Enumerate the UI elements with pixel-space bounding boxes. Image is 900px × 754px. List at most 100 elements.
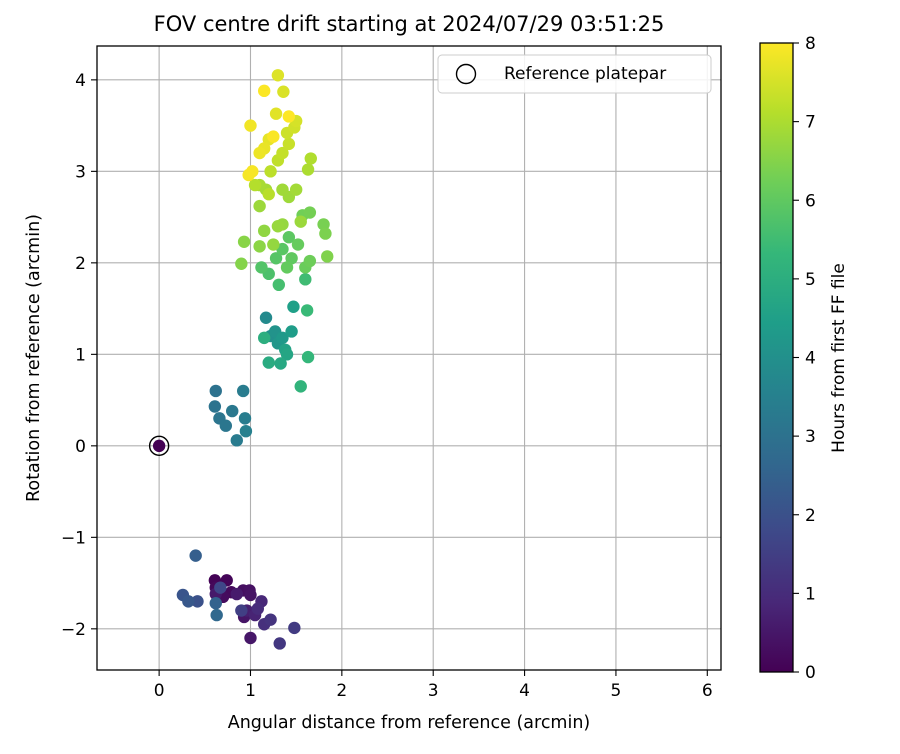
data-point [300, 304, 314, 317]
x-tick-label: 2 [336, 681, 347, 701]
colorbar-gradient [759, 42, 794, 673]
data-point [291, 238, 305, 251]
data-point [274, 357, 287, 370]
data-point [182, 595, 195, 608]
y-tick-label: −1 [61, 528, 86, 548]
data-point [303, 206, 317, 219]
data-point [238, 412, 252, 425]
data-point [226, 404, 239, 418]
reference-point [152, 439, 166, 453]
colorbar-tick-label: 2 [805, 506, 816, 526]
data-point [301, 163, 315, 176]
x-tick-label: 1 [245, 681, 256, 701]
data-point [272, 278, 286, 292]
data-point [239, 424, 253, 438]
data-point [230, 434, 243, 447]
plot-frame [96, 45, 722, 671]
reference-marker [148, 435, 170, 457]
data-point [276, 183, 289, 196]
y-axis-ticks: −2 −1 0 1 2 3 4 [61, 71, 97, 640]
data-point [303, 254, 317, 268]
colorbar-tick-label: 1 [805, 584, 816, 604]
data-point [244, 119, 257, 132]
data-point [301, 350, 315, 364]
data-point [262, 188, 275, 201]
x-tick-label: 3 [428, 681, 439, 701]
data-point [257, 84, 271, 98]
colorbar-label: Hours from first FF file [829, 263, 849, 453]
data-point [294, 380, 307, 393]
data-point [257, 331, 271, 345]
data-point [271, 69, 285, 82]
data-point [294, 215, 307, 228]
data-point [262, 356, 275, 369]
data-point [230, 587, 243, 601]
data-point [299, 273, 312, 286]
colorbar-ticks: 0 1 2 3 4 5 6 7 8 [793, 34, 816, 683]
colorbar-tick-label: 7 [805, 113, 816, 133]
data-point [237, 235, 251, 249]
data-point [282, 231, 296, 244]
data-point [285, 325, 298, 338]
colorbar-tick-label: 3 [805, 427, 816, 447]
x-tick-label: 0 [154, 681, 165, 701]
data-point [282, 137, 296, 151]
data-point [248, 178, 262, 192]
data-point [264, 613, 277, 626]
reference-ring [148, 435, 170, 457]
y-tick-label: −2 [61, 620, 86, 640]
data-point [208, 400, 222, 413]
data-point [276, 331, 289, 345]
data-point [271, 220, 285, 233]
data-point [189, 549, 202, 562]
colorbar-tick-label: 0 [805, 663, 816, 683]
data-point [210, 608, 223, 622]
data-point [276, 242, 289, 256]
data-point [282, 110, 296, 123]
data-point [257, 224, 271, 238]
y-tick-label: 1 [75, 345, 86, 365]
data-point [280, 261, 294, 274]
data-point [259, 311, 273, 324]
data-point [276, 146, 289, 160]
y-tick-label: 3 [75, 162, 86, 182]
x-tick-label: 5 [611, 681, 622, 701]
data-point [214, 581, 227, 594]
data-point [288, 621, 301, 635]
colorbar-tick-label: 6 [805, 191, 816, 211]
data-point [219, 419, 233, 432]
y-tick-label: 2 [75, 254, 86, 274]
chart-title: FOV centre drift starting at 2024/07/29 … [154, 12, 665, 36]
data-point [269, 107, 283, 120]
data-point [209, 384, 222, 398]
data-point [267, 130, 280, 143]
data-point [319, 227, 332, 240]
colorbar: 0 1 2 3 4 5 6 7 8 Hours from first FF file [759, 34, 849, 683]
data-point [209, 597, 222, 610]
data-point [321, 250, 334, 263]
data-point [191, 595, 204, 608]
data-point [244, 588, 257, 602]
data-point [253, 199, 266, 213]
data-point [304, 152, 317, 165]
legend-marker-open-circle [455, 63, 477, 85]
x-tick-label: 6 [702, 681, 713, 701]
data-point [255, 261, 268, 274]
data-point [285, 252, 298, 265]
data-point [244, 631, 257, 645]
data-points [176, 69, 334, 650]
data-point [251, 602, 264, 615]
data-point [264, 165, 277, 178]
data-point [253, 240, 266, 253]
data-point [287, 300, 300, 313]
data-point [236, 384, 250, 398]
grid-lines [97, 46, 721, 670]
y-tick-label: 4 [75, 71, 86, 91]
colorbar-tick-label: 8 [805, 34, 816, 54]
y-axis-label: Rotation from reference (arcmin) [24, 214, 44, 502]
data-point [289, 183, 303, 196]
colorbar-tick-label: 5 [805, 270, 816, 290]
data-point [277, 85, 290, 98]
